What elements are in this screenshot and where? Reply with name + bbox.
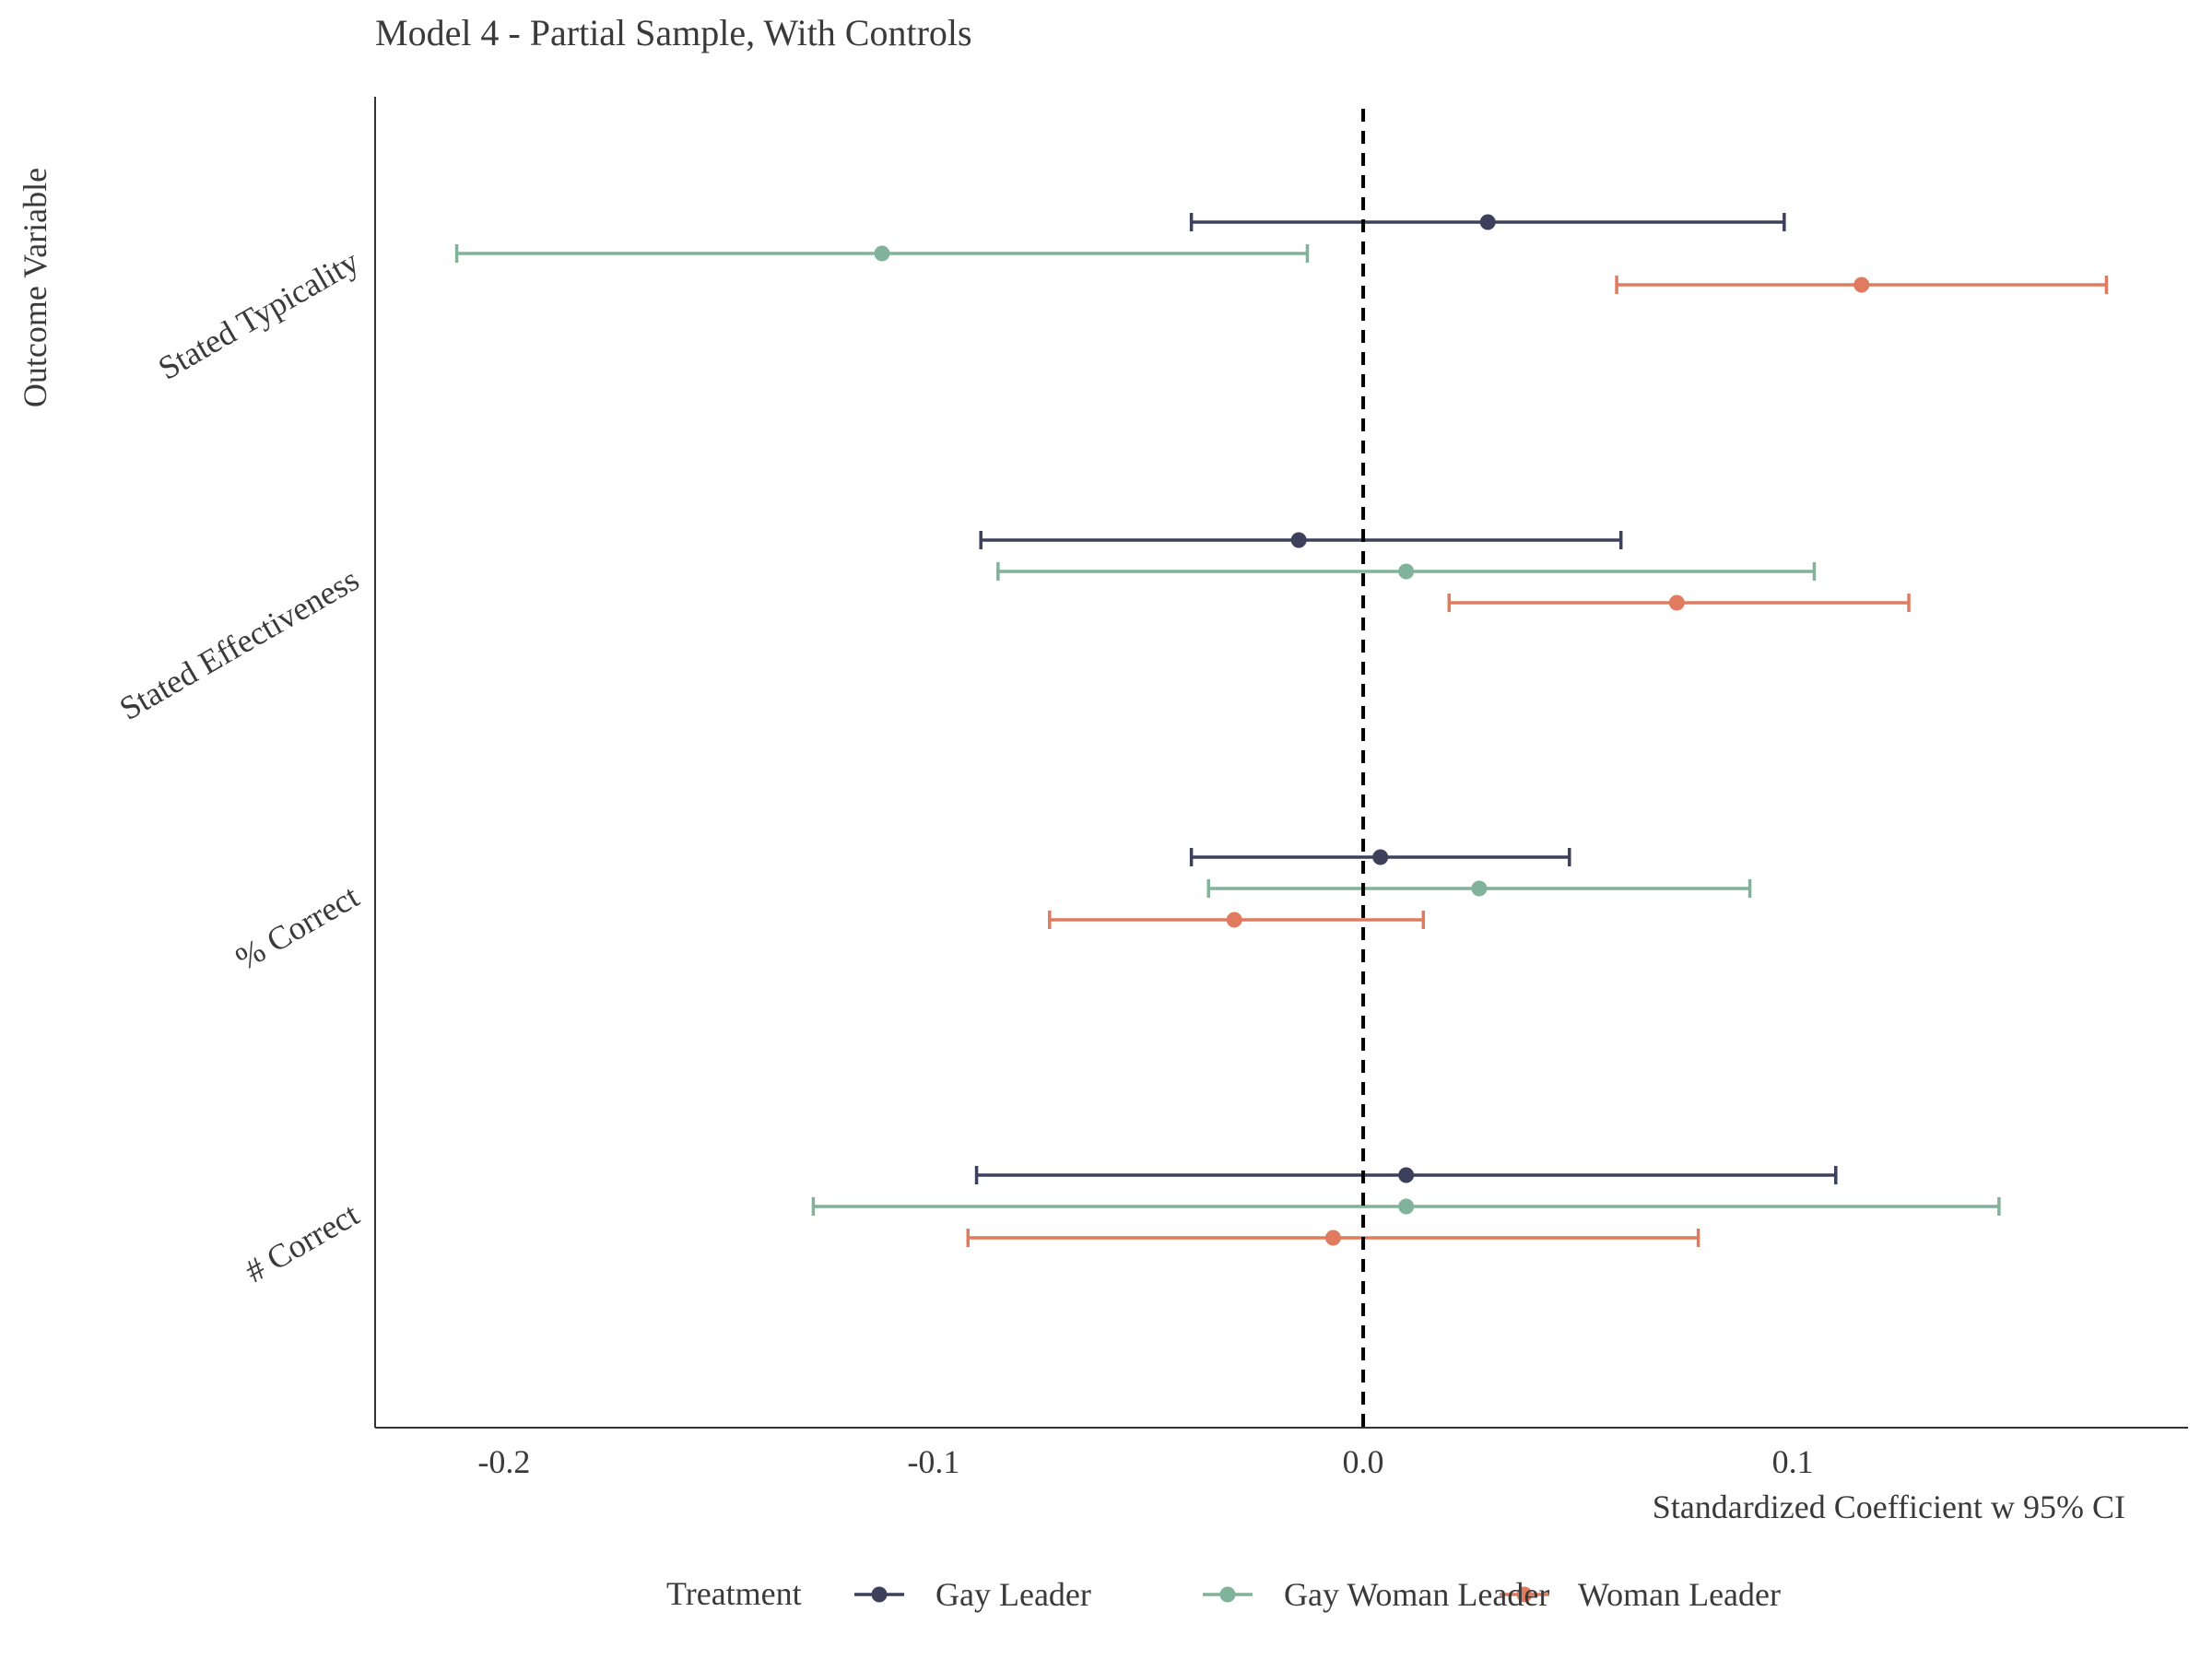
legend-label: Gay Leader xyxy=(935,1576,1091,1613)
points-layer xyxy=(874,214,1870,1246)
x-tick-label: -0.1 xyxy=(907,1443,959,1480)
legend-title: Treatment xyxy=(666,1575,802,1612)
estimate-point xyxy=(1290,532,1307,548)
x-tick-label: 0.0 xyxy=(1343,1443,1384,1480)
y-tick-label: Stated Effectiveness xyxy=(113,560,365,727)
legend-label: Gay Woman Leader xyxy=(1284,1576,1549,1613)
estimate-point xyxy=(1398,1198,1415,1215)
estimate-point xyxy=(1372,849,1389,865)
chart-title: Model 4 - Partial Sample, With Controls xyxy=(375,12,972,53)
estimate-point xyxy=(1471,880,1488,897)
legend-key xyxy=(854,1586,904,1603)
estimate-point xyxy=(1324,1230,1341,1246)
estimate-point xyxy=(1226,912,1242,928)
y-tick-label: # Correct xyxy=(239,1195,365,1289)
error-bars-layer xyxy=(454,213,2109,1247)
plot-area xyxy=(454,109,2109,1428)
legend-key xyxy=(1500,1586,1549,1603)
legend-key-dot xyxy=(871,1586,888,1603)
x-axis-ticks: -0.2 -0.1 0.0 0.1 xyxy=(477,1443,1813,1480)
legend-key-dot xyxy=(1516,1586,1533,1603)
x-axis-title: Standardized Coefficient w 95% CI xyxy=(1653,1488,2125,1525)
legend-key-dot xyxy=(1219,1586,1236,1603)
legend-key xyxy=(1203,1586,1253,1603)
estimate-point xyxy=(1398,563,1415,580)
estimate-point xyxy=(1398,1167,1415,1183)
legend-label: Woman Leader xyxy=(1578,1576,1781,1613)
x-tick-label: -0.2 xyxy=(477,1443,530,1480)
estimate-point xyxy=(1479,214,1496,230)
y-axis-ticks: Stated Typicality Stated Effectiveness % C… xyxy=(113,242,365,1289)
estimate-point xyxy=(1853,276,1870,293)
estimate-point xyxy=(874,245,890,262)
y-tick-label: % Correct xyxy=(229,877,365,977)
x-tick-label: 0.1 xyxy=(1772,1443,1814,1480)
y-axis-title: Outcome Variable xyxy=(17,168,53,407)
estimate-point xyxy=(1668,594,1685,611)
y-tick-label: Stated Typicality xyxy=(152,242,365,387)
legend: Treatment Woman Leader Gay Leader Gay Woma… xyxy=(666,1575,1781,1613)
